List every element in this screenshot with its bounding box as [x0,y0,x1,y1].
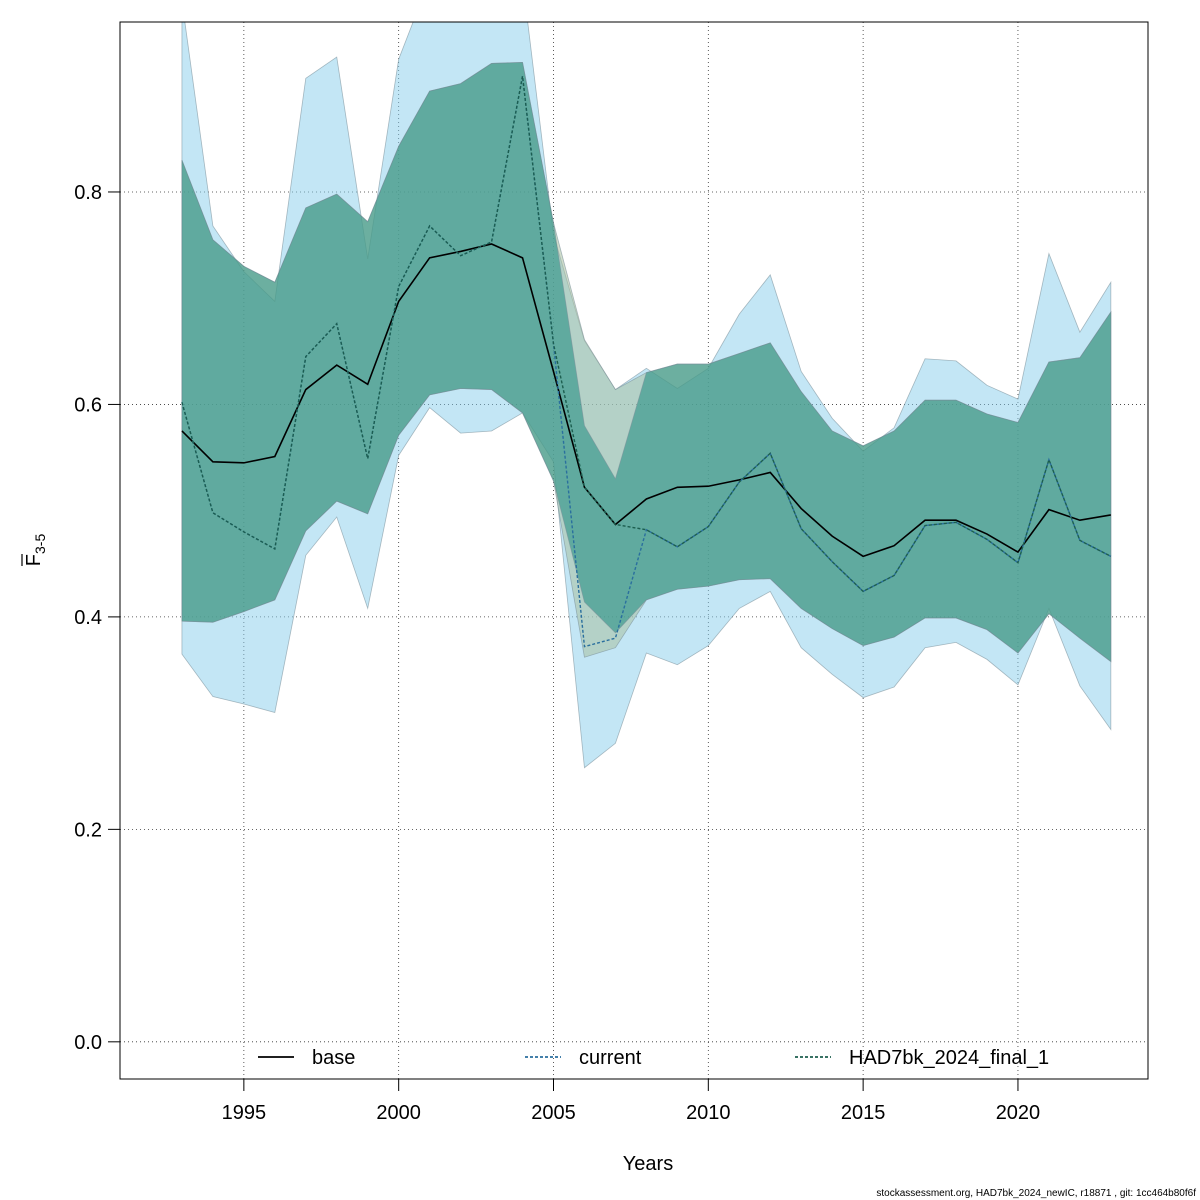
x-axis-title: Years [623,1153,673,1175]
confidence-bands [181,22,1112,769]
legend-item-current: current [525,1047,642,1069]
x-tick-label: 2000 [376,1102,421,1124]
x-tick-label: 2005 [531,1102,576,1124]
y-axis: 0.0 0.2 0.4 0.6 0.8 [74,182,120,1054]
legend-label: HAD7bk_2024_final_1 [849,1047,1049,1069]
x-axis: 1995 2000 2005 2010 2015 2020 [222,1078,1041,1124]
y-axis-title: F3-5 [21,534,48,567]
y-axis-title-main: F [23,554,45,566]
series-lines [181,76,1112,648]
legend-label: current [579,1047,642,1069]
y-axis-title-sub: 3-5 [32,534,48,554]
y-tick-label: 0.6 [74,394,102,416]
band-had7bk-2024-final-1 [181,61,1112,663]
y-tick-label: 0.0 [74,1032,102,1054]
y-tick-label: 0.8 [74,182,102,204]
x-tick-label: 2015 [841,1102,886,1124]
footer-note: stockassessment.org, HAD7bk_2024_newIC, … [876,1188,1196,1199]
x-tick-label: 1995 [222,1102,267,1124]
series-line-base [181,243,1111,558]
svg-text:F3-5: F3-5 [23,534,48,567]
legend-label: base [312,1047,355,1069]
x-tick-label: 2020 [996,1102,1041,1124]
legend: base current HAD7bk_2024_final_1 [258,1047,1049,1069]
x-tick-label: 2010 [686,1102,731,1124]
legend-item-base: base [258,1047,355,1069]
series-line-had7bk-2024-final-1 [181,76,1112,593]
legend-item-had7bk-2024-final-1: HAD7bk_2024_final_1 [795,1047,1049,1069]
y-tick-label: 0.2 [74,819,102,841]
y-tick-label: 0.4 [74,607,102,629]
